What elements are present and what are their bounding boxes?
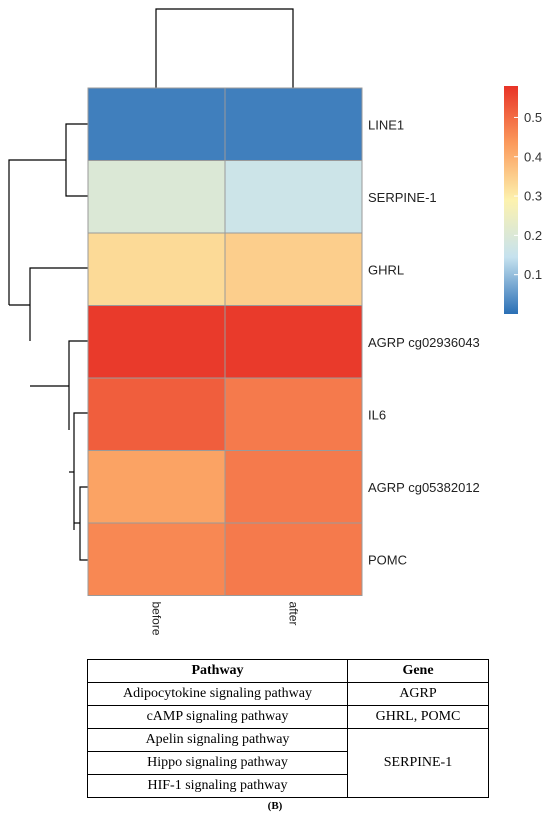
table-header-row: Pathway Gene bbox=[87, 659, 489, 683]
row-label: LINE1 bbox=[368, 117, 404, 132]
header-pathway: Pathway bbox=[87, 659, 348, 683]
heatmap-cell bbox=[224, 450, 363, 524]
pathway-cell: Hippo signaling pathway bbox=[87, 751, 348, 775]
row-label: SERPINE-1 bbox=[368, 190, 437, 205]
pathway-table: Pathway Gene Adipocytokine signaling pat… bbox=[87, 659, 489, 798]
heatmap-cell bbox=[87, 305, 226, 379]
row-labels: LINE1 SERPINE-1 GHRL AGRP cg02936043 IL6 AGRP… bbox=[368, 117, 480, 567]
colorbar-tick-label: 0.3 bbox=[524, 189, 542, 204]
heatmap-cell bbox=[224, 232, 363, 306]
row-label: IL6 bbox=[368, 407, 386, 422]
column-label: after bbox=[287, 602, 301, 626]
pathway-cell: Adipocytokine signaling pathway bbox=[87, 682, 348, 706]
column-labels: before after bbox=[150, 602, 301, 636]
colorbar-tick-label: 0.4 bbox=[524, 149, 542, 164]
colorbar-gradient bbox=[504, 86, 518, 314]
heatmap-cell bbox=[224, 522, 363, 596]
heatmap-cells bbox=[87, 87, 363, 596]
header-gene: Gene bbox=[347, 659, 489, 683]
heatmap-cell bbox=[224, 305, 363, 379]
heatmap-cell bbox=[87, 450, 226, 524]
row-label: POMC bbox=[368, 552, 407, 567]
gene-cell: AGRP bbox=[347, 682, 489, 706]
column-label: before bbox=[150, 602, 164, 636]
row-label: AGRP cg05382012 bbox=[368, 480, 480, 495]
row-label: GHRL bbox=[368, 262, 404, 277]
heatmap-cell bbox=[224, 87, 363, 161]
pathway-cell: Apelin signaling pathway bbox=[87, 728, 348, 752]
table-row: Adipocytokine signaling pathway AGRP bbox=[87, 682, 489, 706]
heatmap-cell bbox=[87, 377, 226, 451]
gene-cell: GHRL, POMC bbox=[347, 705, 489, 729]
pathway-cell: HIF-1 signaling pathway bbox=[87, 774, 348, 798]
colorbar-tick-label: 0.1 bbox=[524, 267, 542, 282]
heatmap-cell bbox=[87, 522, 226, 596]
panel-label: (B) bbox=[267, 800, 283, 812]
row-label: AGRP cg02936043 bbox=[368, 335, 480, 350]
heatmap-cell bbox=[224, 160, 363, 234]
heatmap-cell bbox=[87, 160, 226, 234]
heatmap-cell bbox=[87, 87, 226, 161]
table-row: Apelin signaling pathway SERPINE-1 bbox=[87, 728, 489, 798]
table-row: HIF-1 signaling pathway bbox=[87, 774, 489, 798]
heatmap-figure: LINE1 SERPINE-1 GHRL AGRP cg02936043 IL6 AGRP… bbox=[8, 8, 542, 636]
colorbar-tick-label: 0.2 bbox=[524, 228, 542, 243]
colorbar-tick-label: 0.5 bbox=[524, 110, 542, 125]
column-dendrogram bbox=[155, 8, 294, 88]
table-row: Hippo signaling pathway bbox=[87, 751, 489, 775]
row-dendrogram bbox=[8, 123, 88, 561]
table-row: cAMP signaling pathway GHRL, POMC bbox=[87, 705, 489, 729]
heatmap-cell bbox=[87, 232, 226, 306]
colorbar: 0.1 0.2 0.3 0.4 0.5 bbox=[504, 86, 542, 314]
gene-cell: SERPINE-1 bbox=[347, 728, 489, 798]
heatmap-cell bbox=[224, 377, 363, 451]
pathway-cell: cAMP signaling pathway bbox=[87, 705, 348, 729]
